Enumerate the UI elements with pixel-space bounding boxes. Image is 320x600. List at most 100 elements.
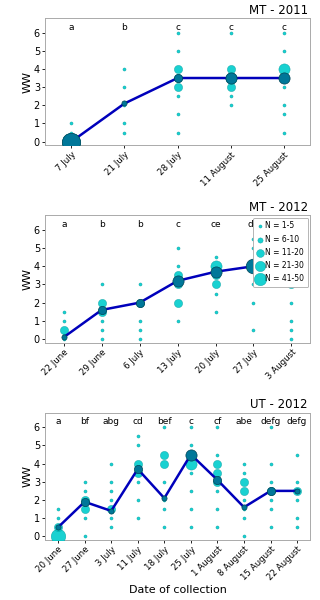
Point bbox=[188, 450, 193, 460]
Point bbox=[289, 334, 294, 344]
Point bbox=[213, 280, 218, 289]
Point bbox=[268, 495, 273, 505]
Point bbox=[268, 422, 273, 432]
Text: c: c bbox=[188, 417, 193, 426]
Point bbox=[281, 73, 286, 83]
Point bbox=[137, 334, 142, 344]
Point bbox=[109, 504, 114, 514]
Text: a: a bbox=[61, 220, 67, 229]
Point bbox=[281, 64, 286, 74]
Point bbox=[242, 477, 247, 487]
Point bbox=[162, 504, 167, 514]
Point bbox=[281, 46, 286, 56]
Point bbox=[162, 459, 167, 469]
Point bbox=[268, 523, 273, 532]
Y-axis label: WW: WW bbox=[22, 466, 32, 487]
Point bbox=[82, 504, 87, 514]
Point bbox=[175, 276, 180, 286]
Text: b: b bbox=[99, 220, 105, 229]
Point bbox=[251, 280, 256, 289]
Point bbox=[135, 514, 140, 523]
X-axis label: Date of collection: Date of collection bbox=[129, 585, 227, 595]
Point bbox=[175, 128, 180, 137]
Point bbox=[242, 504, 247, 514]
Point bbox=[175, 82, 180, 92]
Point bbox=[281, 82, 286, 92]
Point bbox=[69, 137, 74, 146]
Point bbox=[56, 523, 61, 532]
Text: cf: cf bbox=[213, 417, 221, 426]
Point bbox=[82, 486, 87, 496]
Point bbox=[251, 325, 256, 335]
Point bbox=[289, 280, 294, 289]
Point bbox=[99, 280, 104, 289]
Point bbox=[251, 262, 256, 271]
Text: c: c bbox=[281, 23, 286, 32]
Point bbox=[99, 307, 104, 317]
Point bbox=[289, 325, 294, 335]
Text: MT - 2011: MT - 2011 bbox=[249, 4, 308, 17]
Point bbox=[215, 422, 220, 432]
Point bbox=[188, 468, 193, 478]
Text: ce: ce bbox=[286, 220, 297, 229]
Point bbox=[56, 523, 61, 532]
Point bbox=[289, 271, 294, 280]
Text: a: a bbox=[55, 417, 61, 426]
Y-axis label: WW: WW bbox=[22, 268, 32, 290]
Point bbox=[175, 73, 180, 83]
Text: defg: defg bbox=[260, 417, 281, 426]
Point bbox=[109, 495, 114, 505]
Point bbox=[137, 316, 142, 326]
Point bbox=[281, 28, 286, 37]
Point bbox=[56, 514, 61, 523]
Point bbox=[215, 475, 220, 485]
Text: c: c bbox=[228, 23, 233, 32]
Point bbox=[82, 497, 87, 506]
Point bbox=[228, 82, 233, 92]
Point bbox=[175, 91, 180, 101]
Point bbox=[82, 477, 87, 487]
Point bbox=[281, 101, 286, 110]
Point bbox=[175, 73, 180, 83]
Point bbox=[135, 440, 140, 450]
Text: cd: cd bbox=[132, 417, 143, 426]
Point bbox=[295, 477, 300, 487]
Point bbox=[135, 468, 140, 478]
Point bbox=[135, 477, 140, 487]
Point bbox=[228, 101, 233, 110]
Text: MT - 2012: MT - 2012 bbox=[249, 201, 308, 214]
Point bbox=[175, 46, 180, 56]
Point bbox=[162, 493, 167, 503]
Point bbox=[242, 468, 247, 478]
Text: c: c bbox=[175, 220, 180, 229]
Point bbox=[175, 316, 180, 326]
Point bbox=[228, 73, 233, 83]
Point bbox=[99, 298, 104, 307]
Point bbox=[268, 504, 273, 514]
Point bbox=[82, 514, 87, 523]
Point bbox=[281, 110, 286, 119]
Point bbox=[175, 64, 180, 74]
Text: ce: ce bbox=[210, 220, 221, 229]
Text: c: c bbox=[175, 23, 180, 32]
Point bbox=[109, 506, 114, 515]
Point bbox=[82, 495, 87, 505]
Point bbox=[215, 468, 220, 478]
Point bbox=[213, 289, 218, 298]
Point bbox=[175, 110, 180, 119]
Point bbox=[268, 486, 273, 496]
Point bbox=[135, 464, 140, 474]
Point bbox=[61, 334, 66, 344]
Point bbox=[188, 504, 193, 514]
Text: a: a bbox=[68, 23, 74, 32]
Point bbox=[228, 73, 233, 83]
Point bbox=[242, 486, 247, 496]
Point bbox=[242, 532, 247, 541]
Point bbox=[122, 82, 127, 92]
Point bbox=[251, 243, 256, 253]
Point bbox=[69, 137, 74, 146]
Point bbox=[281, 73, 286, 83]
Point bbox=[109, 523, 114, 532]
Point bbox=[109, 477, 114, 487]
Point bbox=[61, 331, 66, 340]
